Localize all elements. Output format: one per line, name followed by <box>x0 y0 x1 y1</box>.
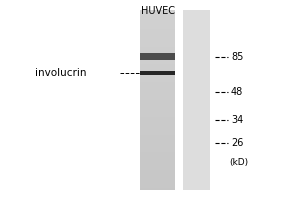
Text: 85: 85 <box>231 52 243 62</box>
Text: 26: 26 <box>231 138 243 148</box>
Text: 48: 48 <box>231 87 243 97</box>
Text: 34: 34 <box>231 115 243 125</box>
Text: HUVEC: HUVEC <box>140 6 175 16</box>
Text: (kD): (kD) <box>229 158 248 166</box>
Text: involucrin: involucrin <box>35 68 86 78</box>
